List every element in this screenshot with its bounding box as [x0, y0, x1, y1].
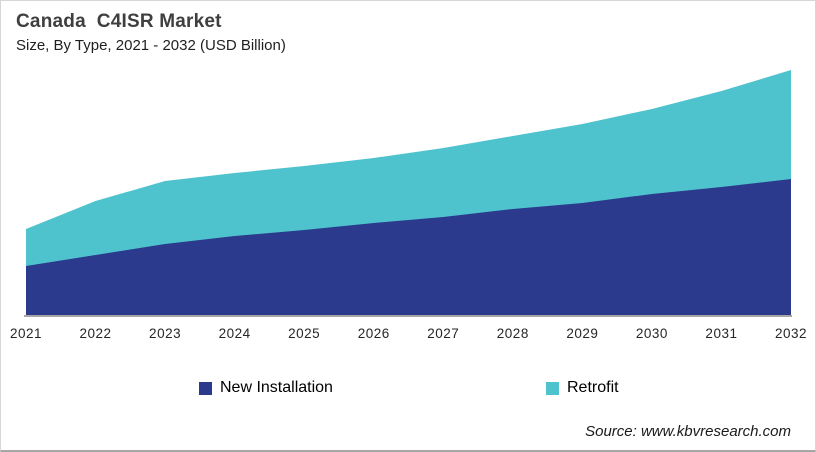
chart-subtitle: Size, By Type, 2021 - 2032 (USD Billion) — [16, 37, 286, 54]
x-axis-label-2029: 2029 — [566, 326, 599, 341]
legend-item-new-installation: New Installation — [199, 379, 333, 397]
legend-item-retrofit: Retrofit — [546, 379, 619, 397]
x-axis-label-2022: 2022 — [79, 326, 112, 341]
x-axis-label-2026: 2026 — [357, 326, 390, 341]
legend-label-new-installation: New Installation — [220, 379, 333, 396]
source-credit: Source: www.kbvresearch.com — [585, 423, 791, 440]
x-axis-label-2023: 2023 — [149, 326, 182, 341]
x-axis-label-2021: 2021 — [9, 326, 43, 341]
chart-title: Canada C4ISR Market — [16, 11, 222, 32]
x-axis-label-2031: 2031 — [705, 326, 738, 341]
retrofit-swatch-icon — [546, 381, 559, 395]
x-axis-label-2032: 2032 — [774, 326, 808, 341]
legend-label-retrofit: Retrofit — [567, 379, 619, 396]
chart-header: Canada C4ISR Market Size, By Type, 2021 … — [16, 11, 286, 54]
x-axis-label-2028: 2028 — [496, 326, 529, 341]
x-axis-label-2024: 2024 — [218, 326, 251, 341]
x-axis-label-2025: 2025 — [288, 326, 321, 341]
x-axis-label-2027: 2027 — [427, 326, 460, 341]
new-installation-area — [26, 179, 791, 315]
x-axis-label-2030: 2030 — [635, 326, 668, 341]
new-installation-swatch-icon — [199, 381, 212, 395]
